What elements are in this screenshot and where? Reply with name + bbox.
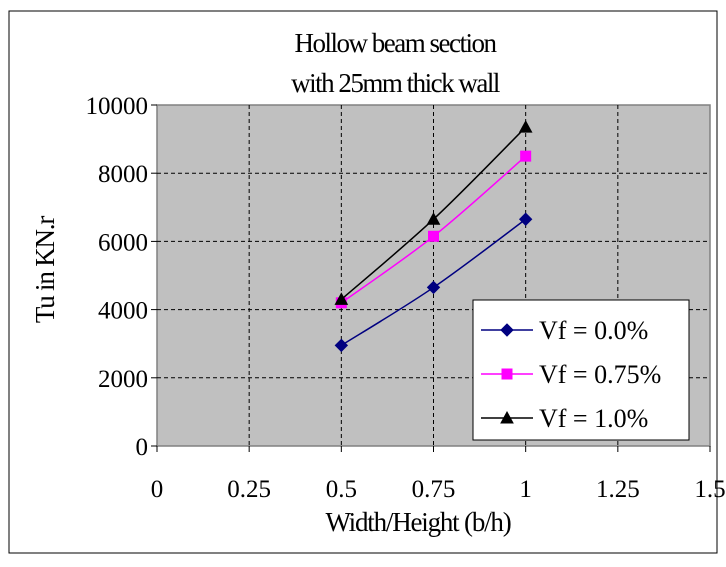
data-point (520, 150, 532, 162)
chart-title-line-1: Hollow beam section (295, 28, 498, 58)
data-point (518, 212, 533, 226)
tick-labels: 0 2000 4000 6000 8000 10000 0 0.25 0.5 0.75 1 1.25 1… (86, 93, 726, 503)
x-tick-label: 0.5 (326, 476, 357, 503)
x-tick-label: 1.25 (596, 476, 640, 503)
legend-marker (500, 323, 514, 337)
legend: Vf = 0.0% Vf = 0.75% Vf = 1.0% (472, 299, 690, 441)
legend-label: Vf = 0.0% (539, 316, 648, 345)
x-tick-label: 0.75 (412, 476, 456, 503)
legend-item: Vf = 0.0% (481, 316, 648, 345)
x-tick-label: 1 (519, 476, 532, 503)
series-triangle (334, 120, 533, 305)
data-point (426, 280, 441, 295)
data-point (518, 120, 533, 133)
y-tick-label: 0 (136, 434, 149, 461)
legend-marker (500, 410, 514, 424)
y-axis-label: Tu in KN.r (30, 216, 60, 323)
data-series (334, 120, 533, 353)
chart-title-line-2: with 25mm thick wall (291, 68, 500, 98)
x-tick-label: 1.5 (694, 476, 725, 503)
x-axis-label: Width/Height (b/h) (325, 507, 510, 537)
y-tick-label: 10000 (86, 93, 149, 120)
data-point (334, 338, 349, 353)
legend-item: Vf = 1.0% (481, 404, 648, 433)
legend-label: Vf = 1.0% (539, 404, 648, 433)
x-tick-label: 0 (151, 476, 164, 503)
data-point (426, 212, 441, 225)
x-tick-label: 0.25 (227, 476, 271, 503)
data-point (334, 292, 349, 305)
legend-item: Vf = 0.75% (481, 360, 661, 389)
legend-label: Vf = 0.75% (539, 360, 661, 389)
series-diamond (334, 212, 533, 353)
y-tick-label: 2000 (98, 366, 148, 393)
data-point (428, 230, 439, 242)
y-tick-label: 4000 (98, 298, 148, 325)
y-tick-label: 6000 (98, 229, 148, 256)
y-tick-label: 8000 (98, 161, 148, 188)
legend-marker (501, 368, 513, 380)
